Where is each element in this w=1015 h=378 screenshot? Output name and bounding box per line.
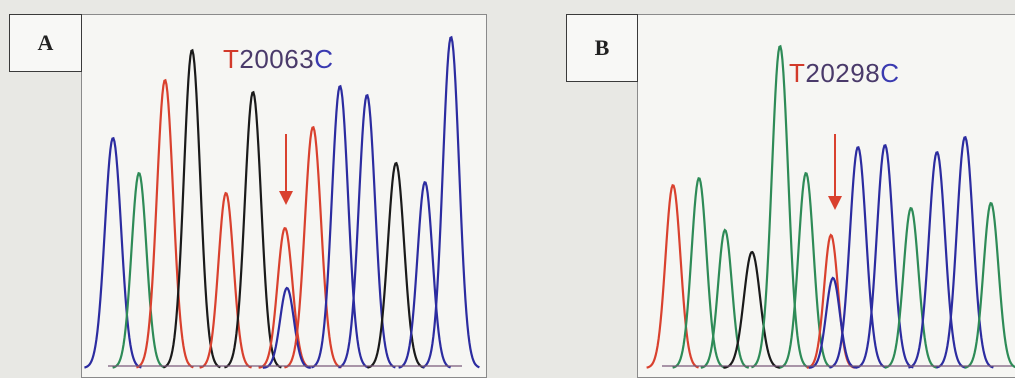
panel-a-peak-g-11 <box>367 161 425 369</box>
panel-a-peak-c-7 <box>262 286 311 369</box>
panel-b-peak-c-12 <box>936 135 994 369</box>
panel-b-peak-a-4 <box>751 44 809 369</box>
panel-b-label: B <box>566 14 638 82</box>
panel-a-peak-t-6 <box>258 226 311 369</box>
panel-b-peak-c-8 <box>829 145 887 369</box>
panel-b-position: 20298 <box>805 58 881 88</box>
panel-a-peak-g-5 <box>224 90 282 369</box>
panel-a-mutation-arrow <box>279 134 293 205</box>
panel-a-peak-t-8 <box>284 125 342 369</box>
panel-b-ref-base: T <box>789 58 806 88</box>
panel-b-peak-a-1 <box>672 176 725 369</box>
panel-b-peak-a-5 <box>779 171 832 369</box>
panel-a-peak-t-4 <box>199 191 252 369</box>
panel-a-peak-a-1 <box>112 171 165 369</box>
panel-b-peak-c-11 <box>908 150 966 369</box>
panel-a-ref-base: T <box>223 44 240 74</box>
panel-a-mutation-title: T20063C <box>223 44 333 75</box>
panel-a-peak-g-3 <box>162 48 221 369</box>
panel-b-peak-c-7 <box>808 276 858 369</box>
panel-b-mutation-arrow <box>828 134 842 210</box>
panel-b-peak-a-13 <box>964 201 1015 369</box>
panel-b-peak-a-2 <box>700 228 750 369</box>
panel-a-peak-c-9 <box>311 84 369 369</box>
panel-a-peak-c-10 <box>338 93 396 369</box>
panel-b-alt-base: C <box>880 58 900 88</box>
panel-a-label: A <box>9 14 82 72</box>
panel-a-peak-c-0 <box>84 136 142 369</box>
panel-a-peak-c-12 <box>398 180 452 369</box>
panel-a-alt-base: C <box>314 44 334 74</box>
panel-b-peak-t-0 <box>646 183 699 369</box>
panel-b-peak-a-10 <box>884 206 937 369</box>
panel-a-peak-t-2 <box>136 78 194 369</box>
panel-b-peak-c-9 <box>856 143 914 369</box>
panel-b-mutation-title: T20298C <box>789 58 899 89</box>
panel-a-peak-c-13 <box>422 35 480 369</box>
panel-a-position: 20063 <box>239 44 315 74</box>
panel-b-peak-g-3 <box>723 250 781 369</box>
